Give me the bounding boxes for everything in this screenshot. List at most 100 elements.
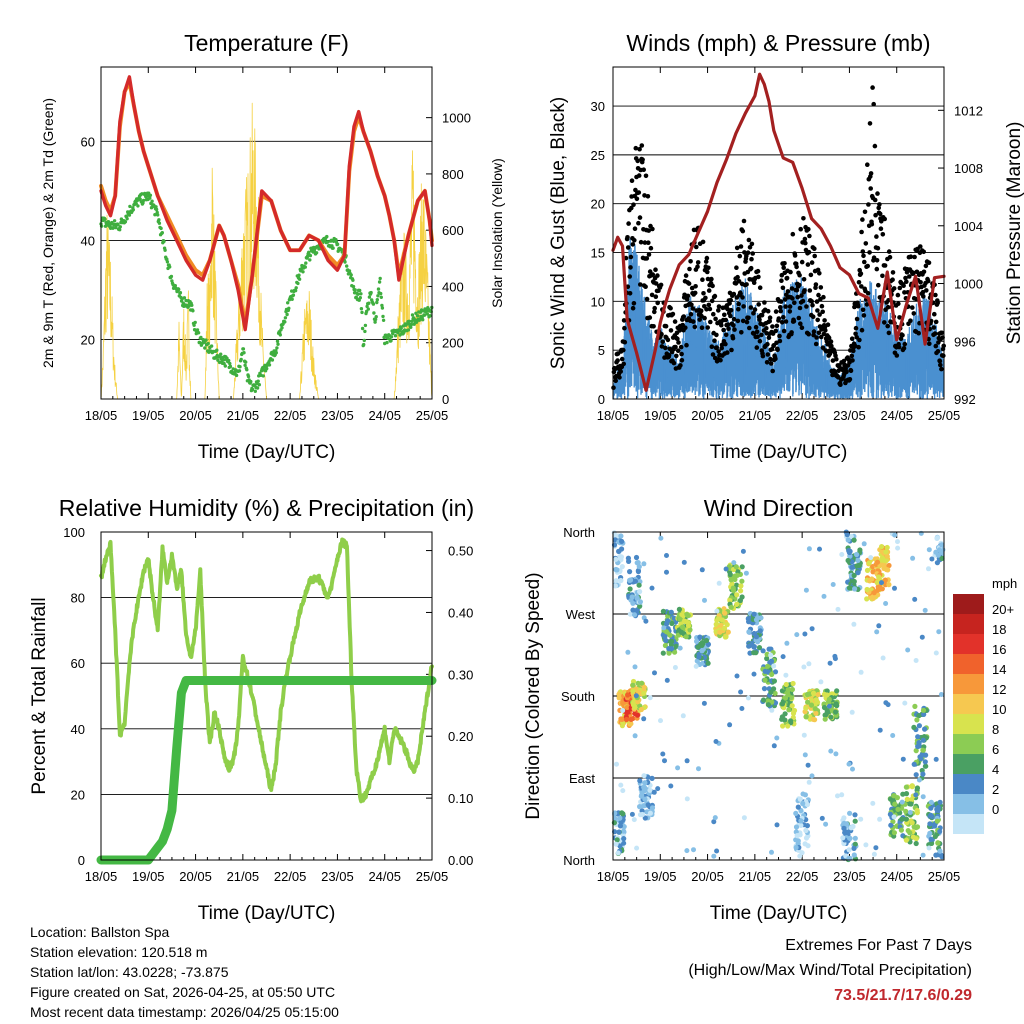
gust-point xyxy=(635,158,640,164)
wind-direction-point xyxy=(684,848,690,854)
gust-point xyxy=(653,281,659,286)
wind-direction-point xyxy=(684,796,690,802)
x-tick-label: 20/05 xyxy=(179,869,212,884)
wind-direction-point xyxy=(739,594,745,600)
gust-point xyxy=(825,322,831,328)
gust-point xyxy=(828,339,834,344)
dewpoint-point xyxy=(165,257,169,261)
wind-direction-point xyxy=(870,569,876,575)
dewpoint-point xyxy=(379,295,383,299)
wind-direction-point xyxy=(858,816,864,822)
gust-point xyxy=(799,259,805,265)
gust-point xyxy=(799,293,804,298)
solar-insolation-series xyxy=(100,102,433,400)
wind-direction-point xyxy=(803,835,810,841)
gust-point xyxy=(768,361,774,366)
x-tick-label: 18/05 xyxy=(85,408,118,423)
wind-direction-point xyxy=(664,677,670,683)
y-tick-label: South xyxy=(561,689,595,704)
dewpoint-point xyxy=(351,278,355,282)
gust-point xyxy=(801,277,807,282)
wind-direction-point xyxy=(621,840,627,846)
wind-direction-point xyxy=(768,658,775,664)
y-axis-label: Sonic Wind & Gust (Blue, Black) xyxy=(548,97,569,369)
gust-point xyxy=(638,282,643,287)
wind-direction-point xyxy=(651,789,657,795)
dewpoint-point xyxy=(118,228,122,232)
gust-point xyxy=(908,318,913,324)
wind-direction-point xyxy=(660,608,667,615)
dewpoint-point xyxy=(156,213,160,217)
wind-direction-point xyxy=(846,847,852,853)
wind-direction-point xyxy=(624,704,630,711)
gust-point xyxy=(660,339,665,345)
wind-direction-point xyxy=(658,535,664,541)
gust-point xyxy=(765,308,771,314)
wind-direction-point xyxy=(858,669,864,675)
gust-point xyxy=(759,332,764,338)
wind-direction-point xyxy=(614,567,620,573)
wind-direction-point xyxy=(902,700,908,706)
wind-direction-point xyxy=(785,692,791,698)
gust-point xyxy=(810,314,816,320)
wind-direction-point xyxy=(647,695,653,701)
gust-point xyxy=(798,226,803,232)
colorbar-swatch xyxy=(953,634,984,654)
wind-direction-panel: Wind Direction Time (Day/UTC) 18/05 19/05 20… xyxy=(523,495,960,924)
wind-direction-point xyxy=(620,811,626,817)
wind-direction-point xyxy=(714,608,720,614)
gust-point xyxy=(650,226,655,232)
gust-point xyxy=(932,331,938,336)
gust-point xyxy=(671,360,677,366)
gust-point xyxy=(637,146,642,152)
wind-direction-point xyxy=(911,824,917,830)
wind-direction-point xyxy=(833,709,839,715)
dewpoint-point xyxy=(275,346,279,350)
x-tick-label: 22/05 xyxy=(274,408,307,423)
dewpoint-point xyxy=(256,379,260,383)
gust-point xyxy=(778,305,783,310)
wind-direction-point xyxy=(851,537,857,543)
wind-direction-point xyxy=(771,743,777,749)
gust-point xyxy=(821,294,826,300)
gust-point xyxy=(751,311,756,316)
wind-direction-point xyxy=(666,646,672,652)
gust-point xyxy=(637,215,643,220)
y-right-tick-label: 0.50 xyxy=(448,544,473,559)
wind-direction-point xyxy=(618,577,624,584)
dewpoint-point xyxy=(136,204,140,208)
gust-point xyxy=(803,240,808,246)
gust-point xyxy=(740,228,746,234)
gust-point xyxy=(932,311,937,317)
wind-direction-point xyxy=(629,811,635,817)
wind-direction-point xyxy=(717,629,723,635)
dewpoint-point xyxy=(195,328,200,332)
gust-point xyxy=(800,298,806,304)
gust-point xyxy=(757,338,763,344)
wind-direction-point xyxy=(753,634,760,640)
y-axis-label: 2m & 9m T (Red, Orange) & 2m Td (Green) xyxy=(40,98,56,368)
wind-direction-point xyxy=(864,586,870,593)
wind-direction-point xyxy=(633,554,640,561)
wind-direction-point xyxy=(877,727,883,733)
gust-point xyxy=(695,264,700,270)
gust-point xyxy=(907,274,912,279)
dewpoint-point xyxy=(375,298,379,302)
gust-point xyxy=(625,245,631,250)
wind-direction-point xyxy=(751,671,757,677)
wind-direction-point xyxy=(693,663,699,669)
wind-direction-point xyxy=(839,792,845,798)
x-tick-label: 18/05 xyxy=(597,408,630,423)
x-tick-label: 22/05 xyxy=(786,869,819,884)
dewpoint-point xyxy=(245,368,249,372)
wind-direction-point xyxy=(760,648,766,654)
y-tick-label: 20 xyxy=(591,197,605,212)
wind-direction-point xyxy=(805,762,811,768)
gust-point xyxy=(723,317,729,323)
gust-point xyxy=(700,277,705,283)
wind-direction-point xyxy=(911,724,917,731)
gust-point xyxy=(853,325,859,331)
gust-point xyxy=(755,334,760,340)
wind-direction-point xyxy=(793,837,799,843)
gust-point xyxy=(723,341,728,347)
